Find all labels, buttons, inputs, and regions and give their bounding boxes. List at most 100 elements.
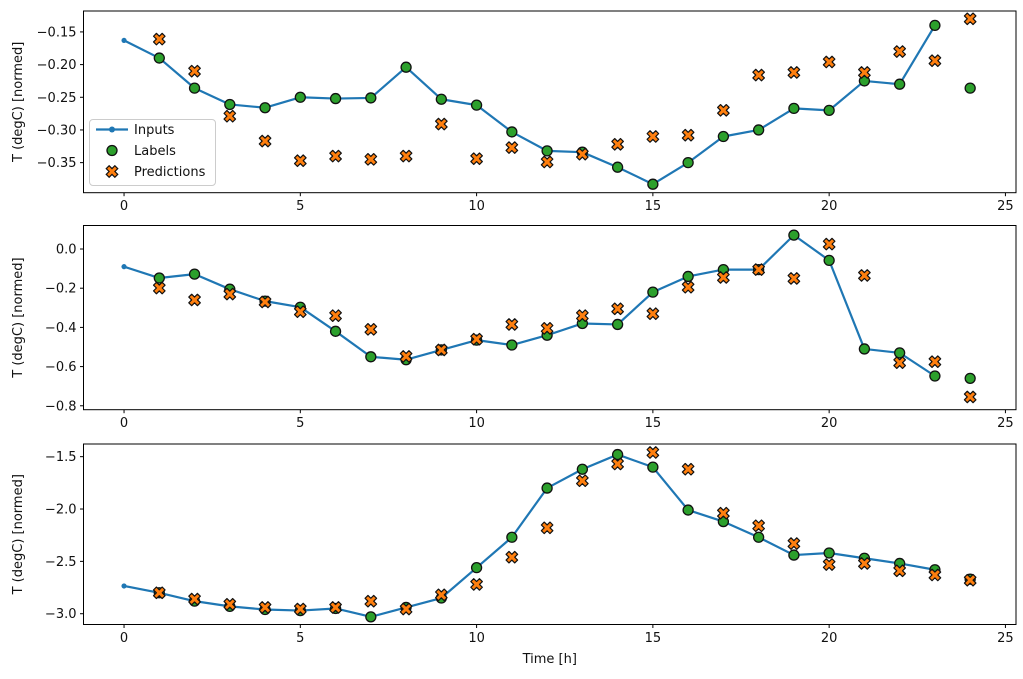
subplot-3: −1.5 −2.0 −2.5 −3.0 0 5 10 15 20 25 T (degC) [norm… bbox=[11, 443, 1017, 646]
predictions-marker bbox=[858, 269, 871, 282]
labels-marker bbox=[188, 268, 201, 280]
labels-marker bbox=[788, 102, 800, 115]
predictions-marker bbox=[858, 66, 871, 79]
predictions-marker bbox=[152, 281, 166, 295]
y-tick-label: −3.0 bbox=[45, 607, 77, 622]
axes-border bbox=[83, 443, 1017, 625]
y-tick-label: −0.2 bbox=[45, 282, 77, 297]
labels-marker bbox=[964, 372, 976, 384]
predictions-marker bbox=[787, 66, 801, 79]
labels-marker bbox=[365, 351, 377, 363]
predictions-marker bbox=[611, 137, 624, 151]
predictions-marker bbox=[188, 293, 201, 307]
predictions-marker bbox=[329, 601, 342, 614]
labels-marker bbox=[153, 272, 165, 284]
labels-marker bbox=[647, 461, 659, 473]
x-tick-label: 15 bbox=[645, 199, 662, 214]
labels-marker bbox=[541, 145, 553, 157]
labels-marker bbox=[823, 254, 835, 267]
labels-marker bbox=[682, 270, 694, 283]
y-tick-label: −0.6 bbox=[45, 360, 77, 375]
inputs-line bbox=[123, 453, 936, 618]
predictions-marker bbox=[963, 573, 977, 587]
predictions-marker bbox=[681, 128, 695, 142]
predictions-marker bbox=[434, 343, 448, 357]
predictions-marker bbox=[681, 280, 695, 294]
y-tick-label: −0.20 bbox=[37, 58, 77, 73]
labels-marker bbox=[788, 229, 800, 241]
labels-marker bbox=[647, 178, 659, 190]
y-tick-label: −2.5 bbox=[45, 555, 77, 570]
predictions-marker bbox=[152, 32, 166, 46]
predictions-marker bbox=[646, 130, 660, 143]
y-tick-label: −0.30 bbox=[37, 123, 77, 138]
labels-marker bbox=[365, 92, 377, 104]
labels-marker bbox=[929, 19, 941, 32]
predictions-marker bbox=[928, 355, 942, 369]
labels-marker bbox=[435, 93, 447, 105]
axes-border bbox=[83, 10, 1017, 194]
labels-marker bbox=[717, 130, 730, 143]
y-axis-label: T (degC) [normed] bbox=[11, 42, 26, 163]
x-tick-label: 5 bbox=[296, 199, 304, 214]
predictions-marker bbox=[611, 302, 624, 316]
predictions-marker bbox=[893, 45, 907, 58]
labels-marker bbox=[576, 463, 589, 475]
labels-marker bbox=[752, 124, 765, 136]
predictions-marker bbox=[258, 134, 272, 148]
labels-marker bbox=[823, 547, 835, 559]
predictions-marker bbox=[364, 153, 378, 166]
predictions-marker bbox=[434, 588, 448, 602]
x-tick-label: 25 bbox=[997, 416, 1014, 431]
legend-labels-circle-sample bbox=[106, 144, 118, 157]
predictions-marker bbox=[152, 586, 166, 600]
x-tick-label: 10 bbox=[468, 631, 485, 646]
x-tick-label: 0 bbox=[120, 199, 128, 214]
legend-label: Predictions bbox=[134, 165, 206, 180]
labels-marker bbox=[470, 561, 483, 574]
predictions-marker bbox=[258, 601, 272, 614]
predictions-marker bbox=[223, 597, 237, 611]
x-tick-label: 10 bbox=[468, 416, 485, 431]
predictions-marker bbox=[963, 12, 977, 26]
labels-marker bbox=[541, 482, 553, 494]
predictions-marker bbox=[858, 557, 871, 570]
labels-marker bbox=[329, 325, 342, 337]
labels-marker bbox=[647, 286, 659, 298]
inputs-line bbox=[123, 24, 936, 186]
labels-marker bbox=[858, 343, 871, 355]
predictions-marker bbox=[822, 55, 836, 69]
y-tick-label: −0.4 bbox=[45, 321, 77, 336]
x-tick-label: 25 bbox=[997, 631, 1014, 646]
predictions-marker bbox=[223, 287, 237, 301]
y-tick-label: −0.35 bbox=[37, 156, 77, 171]
predictions-marker bbox=[434, 117, 448, 131]
predictions-marker bbox=[928, 54, 942, 68]
labels-marker bbox=[611, 448, 624, 461]
legend-label: Inputs bbox=[134, 123, 175, 138]
predictions-marker bbox=[293, 305, 307, 319]
predictions-marker bbox=[576, 147, 589, 161]
predictions-marker bbox=[399, 149, 413, 163]
predictions-marker bbox=[646, 307, 660, 321]
predictions-marker bbox=[364, 594, 378, 608]
predictions-marker bbox=[963, 390, 977, 404]
subplot-2: 0.0 −0.2 −0.4 −0.6 −0.8 0 5 10 15 20 25 T (degC) [n… bbox=[11, 225, 1017, 431]
labels-marker bbox=[470, 99, 483, 111]
labels-marker bbox=[365, 611, 377, 623]
predictions-marker bbox=[576, 309, 589, 322]
x-tick-label: 10 bbox=[468, 199, 485, 214]
predictions-marker bbox=[611, 457, 624, 471]
labels-marker bbox=[752, 531, 765, 543]
labels-marker bbox=[823, 104, 835, 116]
labels-marker bbox=[929, 370, 941, 382]
predictions-marker bbox=[505, 318, 519, 331]
predictions-marker bbox=[928, 568, 942, 582]
predictions-marker bbox=[293, 154, 307, 168]
x-tick-label: 20 bbox=[821, 199, 838, 214]
predictions-marker bbox=[822, 558, 836, 571]
predictions-marker bbox=[329, 149, 342, 163]
labels-marker bbox=[611, 161, 624, 173]
x-tick-label: 0 bbox=[120, 416, 128, 431]
